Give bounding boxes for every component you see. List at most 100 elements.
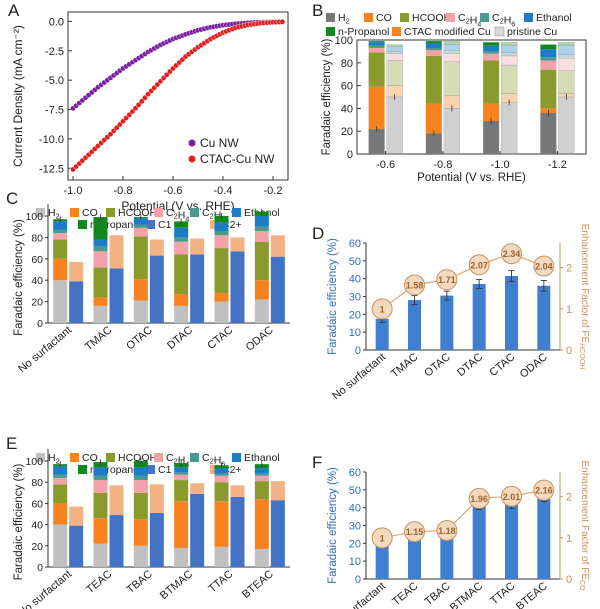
enhancement-marker <box>404 274 425 296</box>
legend-swatch <box>232 453 241 462</box>
bar-segment <box>53 258 68 281</box>
enhancement-marker <box>436 269 458 291</box>
bar-segment <box>53 221 68 230</box>
legend-swatch <box>190 453 199 462</box>
y-tick-label: 60 <box>349 467 361 479</box>
y2-tick-label: 1 <box>566 304 572 316</box>
bar-segment <box>254 468 269 474</box>
bar <box>472 284 486 350</box>
x-tick-label: -1.0 <box>491 159 510 171</box>
bar-segment <box>214 301 229 323</box>
legend-label: HCOOH <box>118 207 157 219</box>
x-tick-label: -0.2 <box>264 185 283 197</box>
plot-frame <box>356 39 587 155</box>
bar-segment <box>254 280 269 300</box>
bar-c1 <box>69 281 84 323</box>
y-tick-label: 0 <box>355 574 361 586</box>
y-tick-label: -10.0 <box>39 134 64 146</box>
data-point <box>138 98 145 105</box>
y-tick-label: -2.5 <box>45 46 64 58</box>
x-tick-label: TMAC <box>83 324 115 353</box>
y-tick-label: 0 <box>347 149 353 161</box>
bar-segment <box>214 293 229 302</box>
x-tick-label: -0.8 <box>433 159 452 171</box>
bar-segment <box>93 297 108 306</box>
bar-c2plus <box>270 235 285 257</box>
bar-c2plus <box>190 238 205 255</box>
bar-segment <box>443 40 461 45</box>
bar <box>375 541 389 579</box>
bar <box>408 300 421 350</box>
x-tick-label: CTAC <box>205 324 235 352</box>
y-tick-label: 30 <box>349 521 361 533</box>
legend-swatch <box>70 453 79 462</box>
bar-segment <box>386 51 403 54</box>
bar-segment <box>214 222 229 231</box>
legend-swatch <box>154 453 163 462</box>
bar-segment <box>500 42 518 46</box>
enhancement-label: 2.34 <box>503 249 521 259</box>
bar-segment <box>386 60 403 86</box>
legend-label: CO <box>376 12 392 24</box>
bar-segment <box>133 300 148 323</box>
bar-segment <box>214 473 229 476</box>
y-tick-label: -12.5 <box>39 163 64 175</box>
legend-label: H2 <box>338 12 350 26</box>
legend-marker <box>188 139 196 147</box>
bar-segment <box>558 45 575 55</box>
bar-segment <box>133 218 148 225</box>
data-point <box>135 102 142 108</box>
bar-segment <box>540 44 557 50</box>
bar-segment <box>254 216 269 227</box>
y-tick-label: 60 <box>349 238 361 250</box>
bar-segment <box>93 543 108 567</box>
y-tick-label: 100 <box>335 35 353 47</box>
bar-segment <box>558 70 575 94</box>
y2-axis-label-main: Enhancement Factor of FE <box>579 460 590 580</box>
x-tick-label: ODAC <box>518 351 550 381</box>
text-run: 4 <box>477 19 481 28</box>
bar-c1 <box>270 500 285 567</box>
text-run: H <box>214 210 222 222</box>
bar-segment <box>93 245 108 252</box>
bar-segment <box>558 58 575 71</box>
x-axis-label: Potential (V vs. RHE) <box>417 172 526 184</box>
enhancement-marker <box>501 243 522 265</box>
y2-axis-label: Enhancement Factor of FECO <box>578 460 590 591</box>
bar-c1 <box>190 493 205 567</box>
enhancement-marker <box>371 527 393 549</box>
text-run: C <box>202 207 210 219</box>
legend-swatch <box>106 208 115 217</box>
y2-tick-label: 0 <box>566 345 572 357</box>
bar-segment <box>368 45 385 48</box>
legend-label: C2H6 <box>492 12 515 28</box>
bar-c2plus <box>270 481 285 501</box>
legend-label: C1 <box>158 219 172 231</box>
bar-segment <box>214 475 229 483</box>
bar-c2plus <box>69 262 84 282</box>
y-tick-label: 100 <box>25 211 43 223</box>
legend-label: C2H4 <box>458 12 481 28</box>
text-run: pristine Cu <box>507 26 557 38</box>
bar-segment <box>93 251 108 268</box>
bar <box>537 497 551 579</box>
enhancement-marker <box>533 479 555 501</box>
y-axis-label: Faradaic efficiency (%) <box>13 219 25 336</box>
text-run: H <box>338 12 346 24</box>
legend-label: C1 <box>158 464 172 476</box>
bar-segment <box>174 221 189 228</box>
bar-segment <box>443 53 461 62</box>
bar-segment <box>254 499 269 549</box>
enhancement-marker <box>436 519 458 541</box>
panel-letter: E <box>6 434 17 453</box>
bar-segment <box>368 47 385 53</box>
bar-segment <box>425 47 442 51</box>
bar-segment <box>214 468 229 474</box>
text-run: 2 <box>174 457 178 466</box>
y2-axis-label-sub: CO <box>578 580 585 591</box>
y-axis-label: Current Density (mA cm⁻²) <box>11 25 25 167</box>
bar-segment <box>425 133 442 154</box>
legend-swatch <box>190 208 199 217</box>
legend-label: H2 <box>48 452 60 466</box>
